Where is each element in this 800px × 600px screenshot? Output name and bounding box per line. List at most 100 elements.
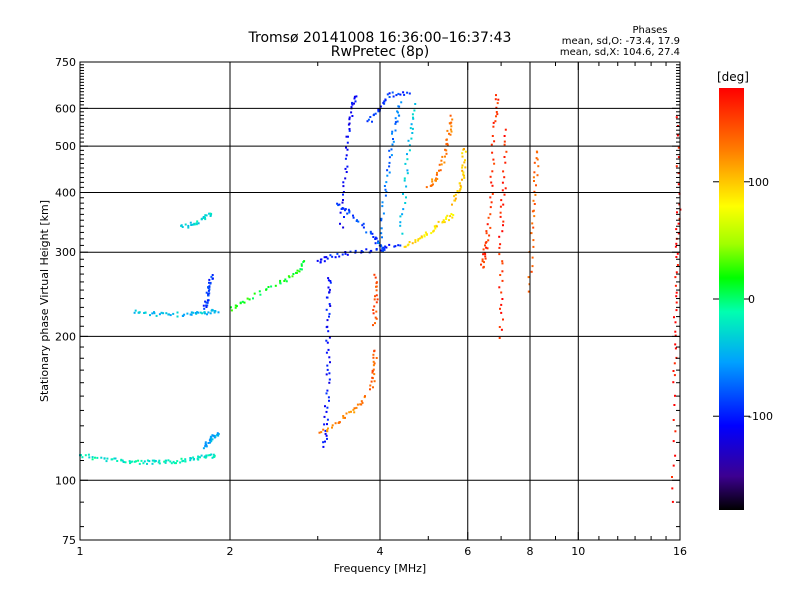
echo-point [499, 243, 502, 246]
echo-point [203, 307, 206, 310]
echo-point [175, 462, 177, 465]
echo-point [445, 216, 448, 219]
echo-point [499, 274, 502, 276]
echo-point [449, 215, 452, 218]
echo-point [121, 459, 124, 462]
echo-point [394, 129, 397, 132]
echo-point [81, 456, 84, 459]
echo-point [91, 456, 94, 459]
echo-point [339, 222, 341, 225]
echo-point [394, 245, 397, 248]
echo-point [494, 120, 497, 123]
echo-point [464, 150, 467, 153]
echo-point [326, 437, 328, 440]
echo-point [346, 212, 349, 215]
echo-point [158, 462, 161, 465]
echo-point [84, 454, 87, 457]
echo-point [461, 166, 464, 169]
echo-point [382, 212, 385, 215]
echo-point [137, 459, 140, 462]
echo-point [382, 101, 385, 104]
echo-point [373, 373, 376, 376]
echo-point [241, 300, 244, 303]
echo-point [183, 313, 186, 316]
echo-point [377, 108, 380, 111]
echo-point [230, 306, 232, 309]
echo-point [442, 220, 445, 223]
echo-point [196, 311, 199, 314]
echo-point [208, 212, 211, 215]
echo-point [379, 105, 382, 108]
echo-point [325, 351, 328, 354]
echo-point [208, 281, 210, 284]
echo-point [495, 115, 497, 118]
echo-point [444, 148, 447, 151]
echo-point [162, 312, 165, 315]
echo-point [157, 461, 160, 464]
echo-point [399, 224, 402, 227]
echo-point [322, 428, 325, 431]
echo-point [380, 219, 383, 222]
echo-point [533, 171, 536, 174]
echo-point [329, 361, 331, 364]
echo-point [343, 216, 345, 218]
echo-point [675, 301, 678, 304]
echo-point [207, 454, 210, 457]
echo-point [345, 146, 347, 149]
echo-point [423, 235, 426, 238]
echo-point [137, 311, 140, 314]
echo-point [432, 183, 434, 186]
echo-point [211, 456, 214, 459]
echo-point [351, 103, 354, 106]
echo-point [114, 457, 117, 460]
echo-point [505, 150, 508, 153]
echo-point [131, 460, 134, 463]
echo-point [383, 248, 386, 251]
echo-point [396, 110, 399, 113]
echo-point [208, 292, 211, 295]
echo-point [329, 281, 332, 284]
echo-point [446, 214, 449, 217]
echo-point [500, 199, 503, 202]
echo-point [296, 269, 299, 272]
x-tick-label: 10 [571, 545, 585, 558]
echo-point [151, 459, 154, 462]
echo-point [386, 169, 389, 172]
echo-point [364, 395, 366, 398]
echo-point [361, 224, 364, 227]
echo-point [408, 144, 411, 147]
echo-point [401, 213, 404, 216]
echo-point [209, 454, 211, 457]
echo-point [295, 272, 298, 274]
echo-point [371, 376, 374, 379]
echo-point [151, 312, 154, 315]
echo-point [501, 260, 504, 263]
echo-point [206, 301, 209, 304]
echo-point [380, 227, 383, 230]
echo-point [360, 250, 363, 252]
echo-point [405, 196, 407, 199]
echo-point [440, 159, 443, 162]
echo-point [205, 445, 208, 448]
echo-point [501, 298, 504, 300]
echo-point [143, 460, 146, 463]
echo-point [448, 132, 450, 135]
echo-point [674, 347, 677, 350]
echo-point [325, 308, 328, 311]
echo-point [484, 257, 487, 260]
echo-point [533, 215, 536, 218]
echo-point [481, 258, 484, 261]
echo-point [462, 171, 465, 174]
echo-point [482, 248, 485, 251]
echo-point [298, 270, 301, 273]
y-axis-label: Stationary phase Virtual Height [km] [38, 200, 51, 402]
echo-point [96, 456, 99, 459]
echo-point [405, 185, 408, 188]
echo-point [464, 166, 467, 169]
chart-subtitle: RwPretec (8p) [331, 44, 429, 60]
echo-point [460, 186, 463, 189]
echo-point [100, 456, 103, 459]
echo-point [413, 109, 416, 112]
echo-point [385, 181, 388, 184]
